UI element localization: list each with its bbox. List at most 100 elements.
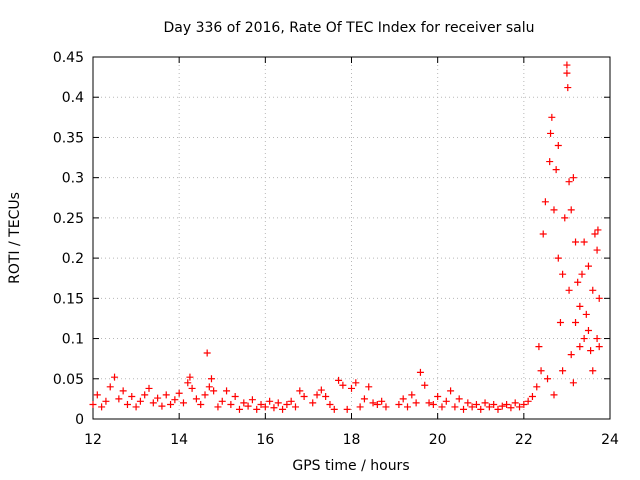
- data-point: [550, 391, 558, 399]
- data-point: [550, 206, 558, 214]
- data-point: [572, 318, 580, 326]
- data-point: [207, 375, 215, 383]
- data-point: [455, 395, 463, 403]
- y-tick-label: 0.35: [53, 130, 84, 146]
- data-point: [223, 387, 231, 395]
- data-point: [179, 399, 187, 407]
- data-point: [309, 399, 317, 407]
- data-point: [186, 373, 194, 381]
- data-point: [270, 404, 278, 412]
- data-point: [330, 405, 338, 413]
- data-point: [584, 327, 592, 335]
- data-point: [197, 401, 205, 409]
- data-point: [593, 335, 601, 343]
- data-point: [589, 367, 597, 375]
- data-point: [434, 392, 442, 400]
- data-point: [373, 401, 381, 409]
- data-point: [192, 395, 200, 403]
- data-point: [210, 387, 218, 395]
- data-point: [365, 383, 373, 391]
- data-point: [490, 401, 498, 409]
- data-point: [554, 254, 562, 262]
- data-point: [171, 396, 179, 404]
- data-point: [360, 395, 368, 403]
- data-point: [132, 403, 140, 411]
- axis-ticks: [92, 56, 611, 420]
- data-point: [158, 402, 166, 410]
- data-point: [552, 166, 560, 174]
- data-point: [587, 347, 595, 355]
- data-point: [524, 397, 532, 405]
- data-point: [578, 270, 586, 278]
- data-point: [154, 394, 162, 402]
- x-tick-label: 14: [170, 432, 188, 448]
- grid: [93, 57, 610, 419]
- data-point: [167, 401, 175, 409]
- data-point: [335, 376, 343, 384]
- data-point: [339, 381, 347, 389]
- data-point: [214, 403, 222, 411]
- data-point: [544, 375, 552, 383]
- data-point: [595, 294, 603, 302]
- x-tick-label: 20: [429, 432, 447, 448]
- data-point: [106, 383, 114, 391]
- data-point: [574, 278, 582, 286]
- y-tick-label: 0.15: [53, 291, 84, 307]
- data-point: [352, 379, 360, 387]
- data-point: [564, 84, 572, 92]
- data-point: [248, 396, 256, 404]
- data-point: [421, 381, 429, 389]
- data-point: [548, 113, 556, 121]
- data-point: [576, 343, 584, 351]
- data-point: [322, 392, 330, 400]
- data-point: [382, 403, 390, 411]
- data-point: [580, 335, 588, 343]
- data-point: [569, 379, 577, 387]
- data-point: [240, 399, 248, 407]
- data-point: [565, 178, 573, 186]
- data-point: [404, 403, 412, 411]
- x-axis-label: GPS time / hours: [292, 458, 409, 474]
- data-point: [576, 302, 584, 310]
- data-point: [447, 387, 455, 395]
- data-point: [554, 141, 562, 149]
- data-point: [464, 399, 472, 407]
- data-point: [582, 310, 590, 318]
- x-tick-label: 16: [256, 432, 274, 448]
- data-point: [539, 230, 547, 238]
- data-point: [257, 401, 265, 409]
- data-point: [227, 401, 235, 409]
- data-point: [572, 238, 580, 246]
- x-tick-label: 24: [601, 432, 619, 448]
- data-point: [93, 391, 101, 399]
- data-point: [184, 379, 192, 387]
- x-tick-labels: 12 14 16 18 20 22 24: [84, 432, 619, 448]
- data-point: [348, 384, 355, 392]
- data-point: [162, 391, 170, 399]
- data-point: [541, 198, 549, 206]
- data-point: [149, 399, 157, 407]
- x-tick-label: 18: [343, 432, 361, 448]
- data-point: [253, 405, 261, 413]
- data-point: [460, 405, 468, 413]
- data-point: [119, 387, 127, 395]
- data-point: [326, 401, 334, 409]
- data-point: [537, 367, 545, 375]
- data-point: [563, 69, 571, 77]
- data-point: [291, 403, 299, 411]
- data-point: [477, 405, 485, 413]
- y-tick-label: 0.1: [62, 332, 84, 348]
- data-point: [235, 405, 243, 413]
- data-point: [442, 397, 450, 405]
- data-point: [516, 403, 524, 411]
- data-point: [128, 392, 136, 400]
- data-point: [356, 403, 364, 411]
- data-point: [378, 397, 386, 405]
- data-point: [145, 384, 153, 392]
- data-point: [535, 343, 543, 351]
- data-point: [205, 383, 213, 391]
- data-point: [546, 158, 554, 166]
- data-point: [567, 351, 575, 359]
- data-point: [296, 387, 304, 395]
- y-tick-label: 0.4: [62, 90, 84, 106]
